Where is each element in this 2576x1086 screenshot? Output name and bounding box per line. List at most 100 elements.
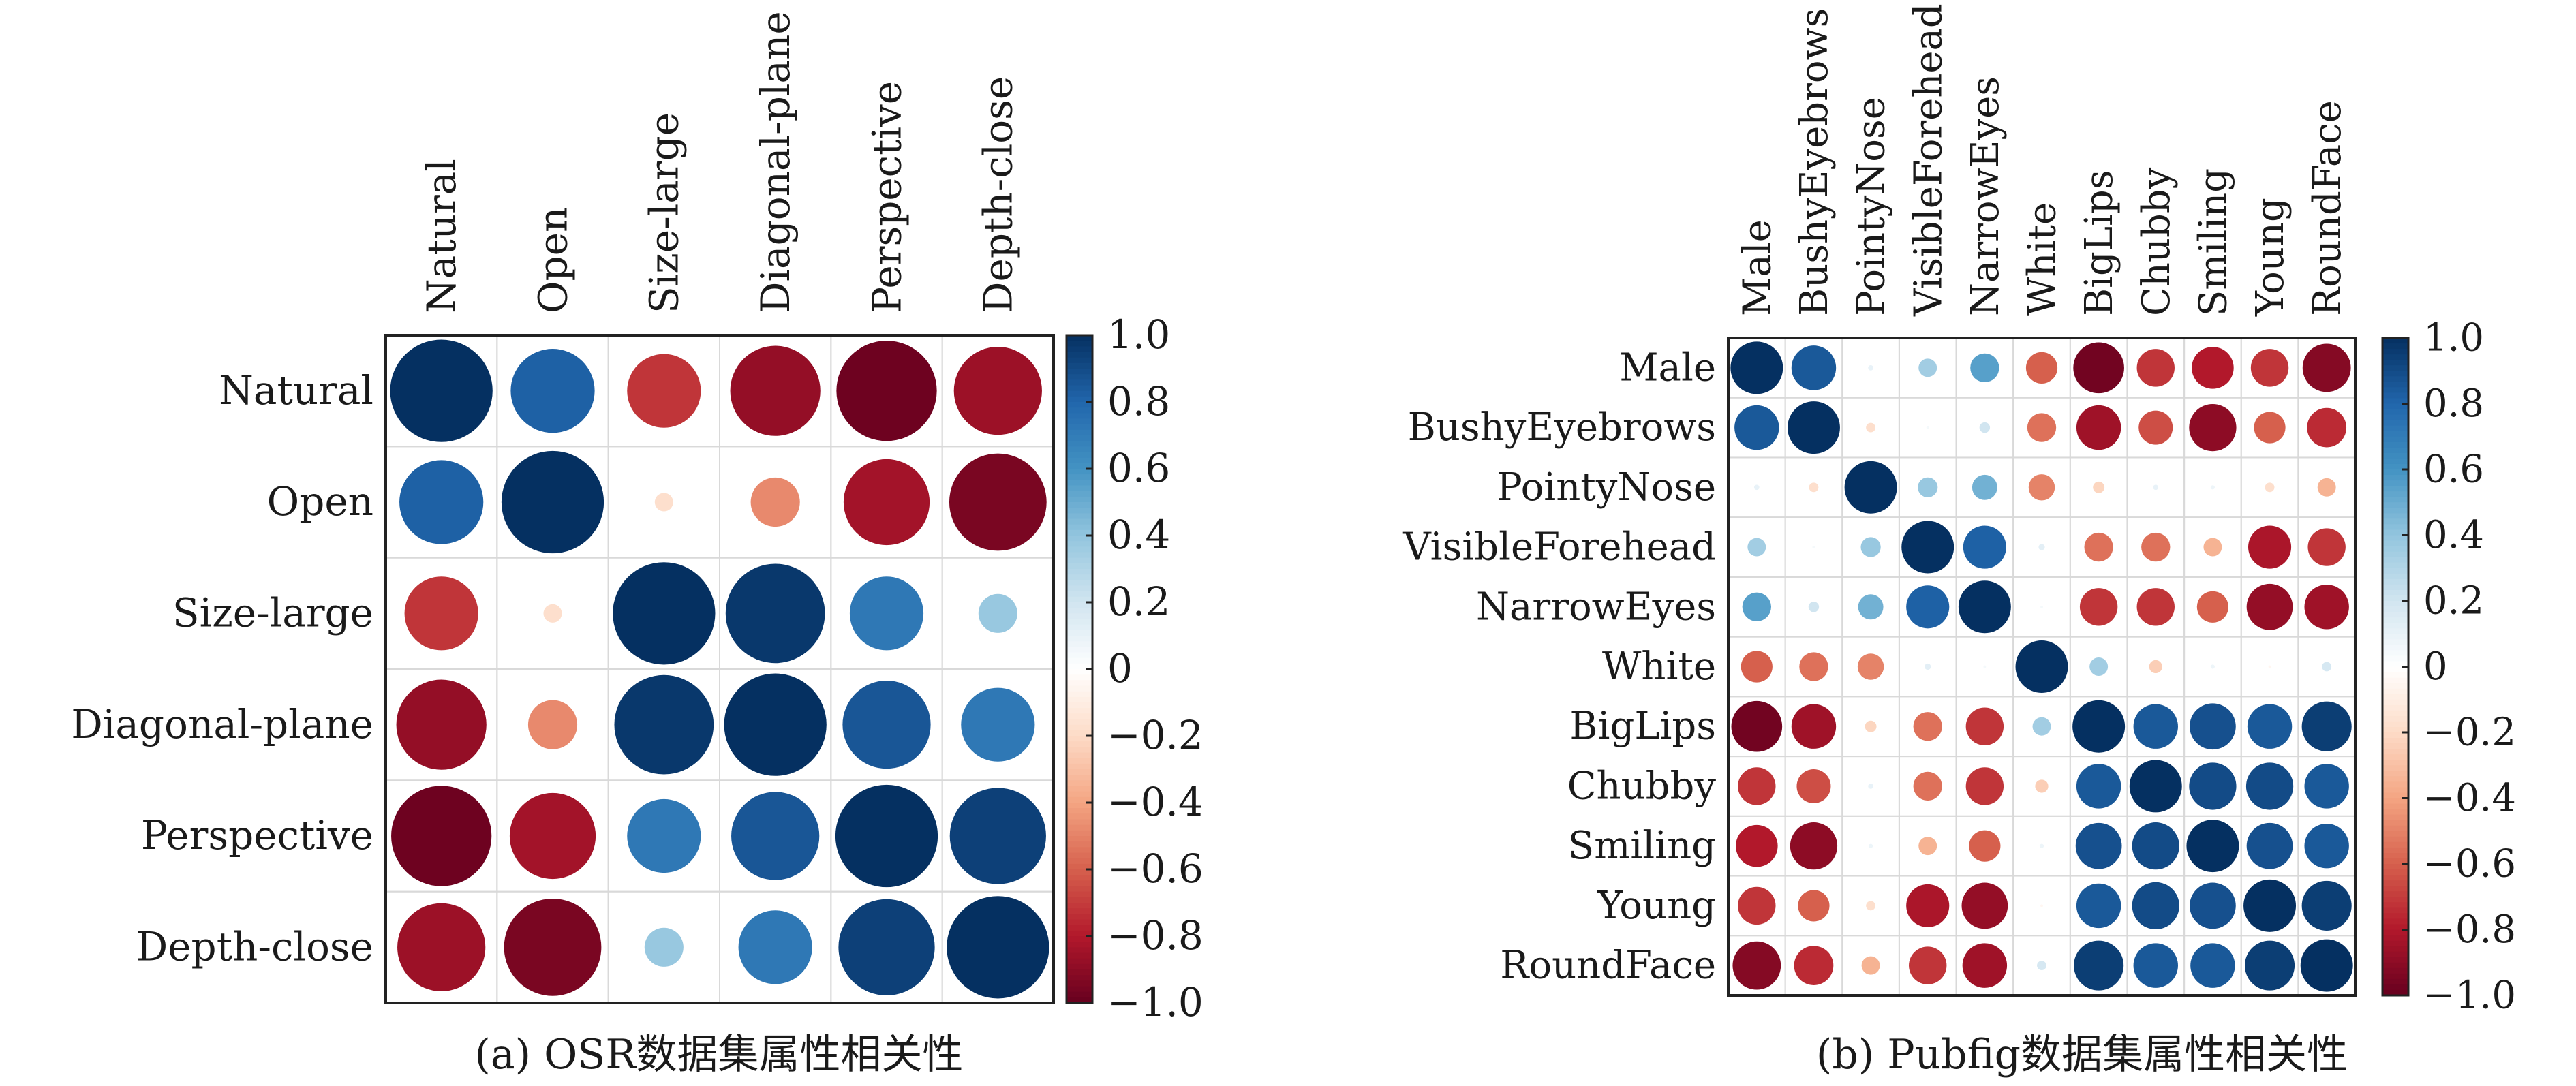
colorbar-segment <box>1067 335 1092 342</box>
correlation-circle <box>2040 904 2043 907</box>
colorbar-tick-label: −0.6 <box>2423 841 2516 886</box>
colorbar-segment <box>2382 409 2408 416</box>
colorbar-tick-label: −0.4 <box>1107 779 1203 825</box>
correlation-circle <box>504 898 602 996</box>
correlation-circle <box>1865 720 1877 732</box>
colorbar-segment <box>1067 780 1092 787</box>
colorbar-segment <box>1067 980 1092 987</box>
colorbar-segment <box>1067 496 1092 503</box>
correlation-circle <box>2246 822 2293 869</box>
colorbar-segment <box>2382 497 2408 503</box>
column-label: PointyNose <box>1850 97 1894 316</box>
correlation-circle <box>961 687 1035 762</box>
colorbar-segment <box>2382 825 2408 832</box>
correlation-circle <box>2210 664 2215 669</box>
colorbar-segment <box>2382 447 2408 454</box>
correlation-circle <box>2244 940 2295 991</box>
colorbar-segment <box>2382 365 2408 372</box>
correlation-circle <box>2247 704 2293 749</box>
correlation-circle <box>1866 901 1876 911</box>
correlation-circle <box>1787 401 1840 454</box>
colorbar-segment <box>1067 730 1092 736</box>
colorbar-segment <box>1067 413 1092 420</box>
colorbar-segment <box>1067 930 1092 937</box>
correlation-circle <box>1869 843 1873 848</box>
correlation-circle <box>510 349 595 433</box>
colorbar-segment <box>2382 852 2408 859</box>
colorbar-segment <box>2382 420 2408 426</box>
correlation-circle <box>1970 353 1999 383</box>
colorbar-segment <box>2382 765 2408 772</box>
correlation-circle <box>2084 532 2113 562</box>
colorbar-segment <box>1067 630 1092 636</box>
correlation-circle <box>2190 943 2235 988</box>
colorbar-tick-label: −0.8 <box>2423 907 2516 952</box>
colorbar-segment <box>1067 513 1092 520</box>
column-label: NarrowEyes <box>1963 76 2008 316</box>
colorbar-segment <box>2382 431 2408 437</box>
colorbar-segment <box>2382 710 2408 717</box>
correlation-circle <box>1926 426 1929 429</box>
correlation-circle <box>654 493 673 512</box>
colorbar-segment <box>2382 688 2408 695</box>
correlation-circle <box>2302 343 2351 392</box>
row-label: Open <box>267 478 373 525</box>
colorbar-tick-label: 0.4 <box>1107 512 1170 558</box>
correlation-circle <box>2307 407 2347 448</box>
colorbar-segment <box>2382 886 2408 893</box>
correlation-circle <box>2304 823 2349 869</box>
correlation-circle <box>842 681 931 769</box>
colorbar-segment <box>1067 696 1092 703</box>
colorbar-segment <box>2382 639 2408 646</box>
colorbar-tick-label: −0.2 <box>2423 710 2516 754</box>
colorbar-segment <box>1067 958 1092 965</box>
colorbar-segment <box>1067 830 1092 837</box>
correlation-circle <box>1732 941 1781 990</box>
colorbar-segment <box>2382 551 2408 558</box>
colorbar-segment <box>1067 396 1092 403</box>
column-label: BushyEyebrows <box>1792 8 1837 316</box>
colorbar-segment <box>1067 708 1092 715</box>
correlation-circle <box>725 563 825 664</box>
colorbar-segment <box>1067 491 1092 497</box>
colorbar-segment <box>1067 485 1092 492</box>
colorbar-segment <box>2382 683 2408 689</box>
correlation-circle <box>2301 880 2352 931</box>
colorbar-segment <box>1067 769 1092 776</box>
colorbar-segment <box>2382 398 2408 405</box>
colorbar-segment <box>1067 402 1092 409</box>
colorbar-segment <box>2382 491 2408 498</box>
colorbar-tick-label: −0.8 <box>1107 912 1203 959</box>
colorbar-segment <box>2382 573 2408 580</box>
colorbar-segment <box>2382 935 2408 942</box>
column-label: Smiling <box>2192 168 2236 316</box>
correlation-circle <box>627 354 701 428</box>
colorbar-segment <box>1067 691 1092 698</box>
colorbar-segment <box>1067 557 1092 564</box>
colorbar-segment <box>2382 458 2408 465</box>
colorbar-segment <box>1067 369 1092 375</box>
colorbar-segment <box>1067 680 1092 687</box>
correlation-circle <box>1961 882 2008 929</box>
colorbar-segment <box>2382 787 2408 794</box>
colorbar-tick-label: 1.0 <box>2423 315 2484 360</box>
correlation-circle <box>2250 349 2289 387</box>
correlation-circle <box>509 792 596 880</box>
colorbar-segment <box>1067 641 1092 648</box>
colorbar-segment <box>1067 669 1092 676</box>
colorbar-segment <box>1067 508 1092 514</box>
colorbar-segment <box>1067 613 1092 620</box>
colorbar-segment <box>2382 441 2408 448</box>
colorbar-segment <box>2382 562 2408 569</box>
correlation-circle <box>644 927 684 967</box>
row-label: VisibleForehead <box>1402 525 1716 570</box>
colorbar-tick-label: 0 <box>1107 645 1133 692</box>
colorbar-segment <box>2382 907 2408 914</box>
colorbar-segment <box>2382 387 2408 394</box>
correlation-circle <box>1753 484 1760 491</box>
colorbar-segment <box>2382 672 2408 679</box>
colorbar-segment <box>2382 436 2408 443</box>
colorbar-segment <box>2382 913 2408 920</box>
correlation-circle <box>2196 591 2228 623</box>
colorbar-segment <box>1067 602 1092 609</box>
